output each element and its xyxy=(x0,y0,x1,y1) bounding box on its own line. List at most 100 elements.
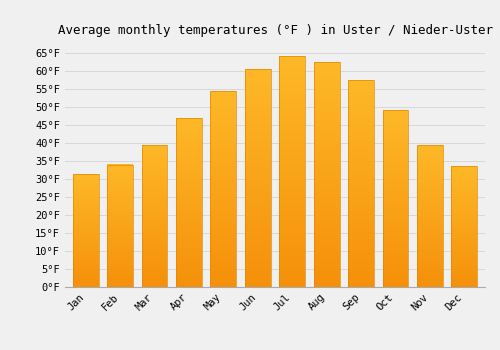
Bar xyxy=(417,233,443,234)
Bar xyxy=(417,280,443,281)
Bar xyxy=(107,267,133,269)
Bar xyxy=(280,75,305,77)
Bar xyxy=(452,181,477,182)
Bar xyxy=(452,188,477,189)
Bar xyxy=(210,110,236,112)
Bar xyxy=(210,265,236,267)
Bar xyxy=(452,257,477,258)
Bar xyxy=(72,253,99,254)
Bar xyxy=(176,211,202,212)
Bar xyxy=(107,255,133,256)
Bar xyxy=(382,259,408,260)
Bar xyxy=(314,156,340,159)
Bar xyxy=(245,219,270,222)
Bar xyxy=(107,281,133,282)
Bar xyxy=(176,214,202,216)
Bar xyxy=(280,172,305,174)
Bar xyxy=(348,134,374,136)
Bar xyxy=(107,253,133,254)
Bar xyxy=(176,184,202,186)
Bar xyxy=(417,237,443,239)
Bar xyxy=(107,209,133,210)
Bar xyxy=(280,239,305,241)
Bar xyxy=(382,128,408,130)
Bar xyxy=(280,266,305,268)
Bar xyxy=(72,199,99,201)
Bar xyxy=(72,236,99,237)
Bar xyxy=(176,201,202,202)
Bar xyxy=(107,168,133,169)
Bar xyxy=(314,166,340,168)
Bar xyxy=(280,63,305,66)
Bar xyxy=(348,285,374,287)
Bar xyxy=(107,265,133,266)
Bar xyxy=(176,119,202,121)
Bar xyxy=(417,176,443,177)
Bar xyxy=(452,214,477,215)
Bar xyxy=(176,279,202,280)
Bar xyxy=(210,179,236,181)
Bar xyxy=(280,135,305,137)
Bar xyxy=(348,165,374,167)
Bar xyxy=(314,168,340,170)
Bar xyxy=(142,283,168,284)
Bar xyxy=(107,221,133,222)
Bar xyxy=(72,219,99,220)
Bar xyxy=(142,284,168,286)
Bar xyxy=(417,284,443,286)
Bar xyxy=(107,282,133,284)
Bar xyxy=(210,103,236,104)
Bar xyxy=(142,241,168,243)
Bar xyxy=(107,219,133,221)
Bar xyxy=(417,175,443,176)
Bar xyxy=(176,223,202,224)
Bar xyxy=(417,217,443,219)
Bar xyxy=(417,145,443,287)
Bar xyxy=(142,244,168,246)
Bar xyxy=(452,223,477,224)
Bar xyxy=(107,201,133,202)
Bar xyxy=(348,152,374,154)
Bar xyxy=(382,153,408,155)
Bar xyxy=(142,156,168,158)
Bar xyxy=(417,169,443,170)
Bar xyxy=(176,273,202,275)
Bar xyxy=(452,196,477,198)
Bar xyxy=(72,194,99,195)
Bar xyxy=(72,225,99,226)
Bar xyxy=(72,175,99,176)
Bar xyxy=(417,193,443,195)
Bar xyxy=(348,225,374,227)
Bar xyxy=(72,234,99,235)
Bar xyxy=(452,273,477,274)
Bar xyxy=(107,204,133,205)
Bar xyxy=(382,114,408,116)
Bar xyxy=(142,227,168,229)
Bar xyxy=(210,220,236,222)
Bar xyxy=(245,147,270,150)
Bar xyxy=(176,233,202,234)
Bar xyxy=(417,224,443,226)
Bar xyxy=(382,172,408,174)
Bar xyxy=(417,170,443,172)
Bar xyxy=(210,94,236,97)
Bar xyxy=(142,202,168,203)
Bar xyxy=(452,230,477,231)
Bar xyxy=(314,100,340,102)
Bar xyxy=(107,241,133,243)
Bar xyxy=(72,230,99,231)
Bar xyxy=(314,120,340,122)
Bar xyxy=(245,71,270,74)
Bar xyxy=(210,246,236,248)
Bar xyxy=(210,181,236,183)
Bar xyxy=(72,274,99,276)
Bar xyxy=(107,182,133,183)
Bar xyxy=(348,208,374,210)
Bar xyxy=(210,158,236,159)
Bar xyxy=(382,271,408,273)
Bar xyxy=(314,179,340,181)
Bar xyxy=(107,279,133,280)
Bar xyxy=(210,128,236,130)
Bar xyxy=(452,178,477,180)
Bar xyxy=(452,218,477,219)
